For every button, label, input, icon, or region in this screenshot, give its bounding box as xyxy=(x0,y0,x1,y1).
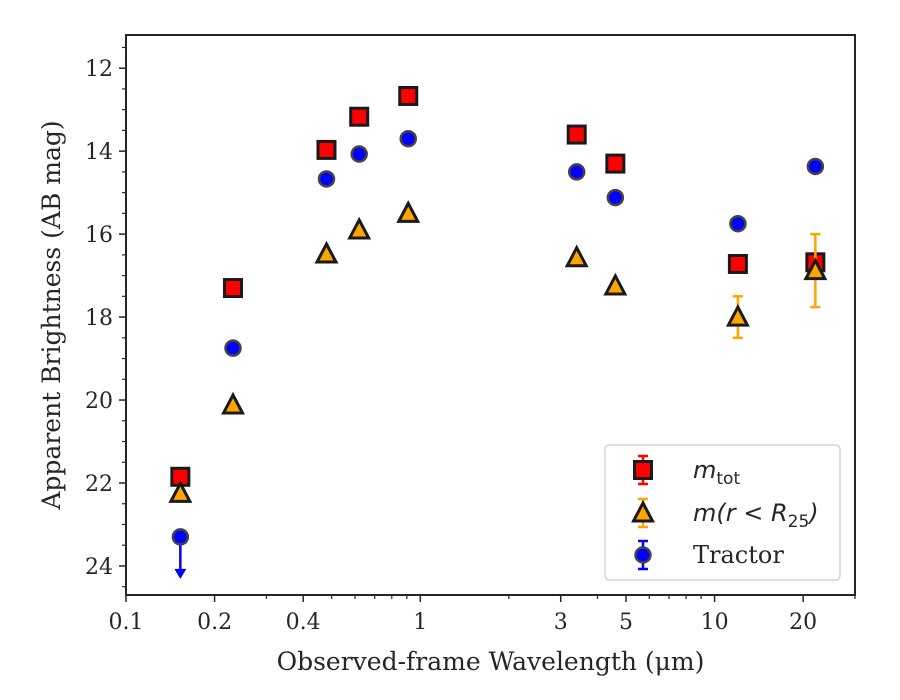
plot-frame xyxy=(125,34,856,596)
axes: 0.1 0.2 0.4 1 3 5 10 20 12 14 16 18 20 22 24 xyxy=(85,34,856,635)
x-tick-label: 0.2 xyxy=(197,610,232,635)
m-tot-point xyxy=(316,139,337,160)
legend-label-tractor: Tractor xyxy=(693,541,784,569)
m-tot-point xyxy=(605,153,626,174)
tractor-point xyxy=(606,188,625,207)
tractor-point xyxy=(171,528,190,546)
y-tick-label: 18 xyxy=(85,306,113,331)
y-tick-label: 12 xyxy=(85,57,113,82)
y-tick-label: 14 xyxy=(85,140,113,165)
legend-box xyxy=(604,444,841,581)
x-tick-label: 1 xyxy=(413,610,427,635)
x-tick-label: 20 xyxy=(789,610,817,635)
y-tick-label: 16 xyxy=(85,223,113,248)
y-tick-label: 22 xyxy=(85,472,113,497)
legend: mtot m(r < R25) Tractor xyxy=(604,444,841,581)
x-axis-label: Observed-frame Wavelength (μm) xyxy=(277,647,705,676)
x-tick-label: 0.4 xyxy=(286,610,321,635)
legend-label-m-r25: m(r < R25) xyxy=(693,499,819,532)
legend-marker-m-tot xyxy=(633,460,653,480)
data-series xyxy=(168,85,828,579)
m-r25-point xyxy=(347,216,372,240)
legend-marker-m-r25 xyxy=(631,499,655,523)
tractor-point xyxy=(317,170,336,188)
y-tick-label: 24 xyxy=(85,555,113,580)
m-r25-point xyxy=(803,257,828,281)
series-tractor xyxy=(171,129,825,579)
m-tot-point xyxy=(727,253,748,274)
m-tot-point xyxy=(223,278,244,299)
m-tot-point xyxy=(566,124,587,145)
x-tick-label: 0.1 xyxy=(109,610,144,635)
m-tot-point xyxy=(398,85,419,106)
x-tick-label: 10 xyxy=(701,610,729,635)
legend-label-m-tot: mtot xyxy=(693,456,740,489)
series-m-tot xyxy=(170,85,826,487)
tractor-point xyxy=(567,163,586,181)
m-r25-point xyxy=(314,240,339,264)
x-tick-label: 5 xyxy=(619,610,633,635)
m-r25-point xyxy=(168,480,193,503)
upper-limit-arrowhead xyxy=(174,568,187,579)
x-tick-label: 3 xyxy=(554,610,568,635)
y-tick-label: 20 xyxy=(85,389,113,414)
tractor-point xyxy=(806,157,825,176)
tractor-point xyxy=(399,129,417,148)
y-axis-label: Apparent Brightness (AB mag) xyxy=(37,120,66,510)
m-r25-point xyxy=(396,200,421,223)
series-m-r25 xyxy=(168,200,828,503)
tractor-point xyxy=(729,214,747,233)
tractor-point xyxy=(350,145,368,163)
m-tot-point xyxy=(349,106,370,127)
m-r25-point xyxy=(564,244,589,268)
m-r25-point xyxy=(603,272,628,296)
m-r25-point xyxy=(221,391,245,415)
tractor-point xyxy=(224,339,242,357)
legend-marker-tractor xyxy=(634,546,652,564)
m-r25-point xyxy=(725,303,750,327)
